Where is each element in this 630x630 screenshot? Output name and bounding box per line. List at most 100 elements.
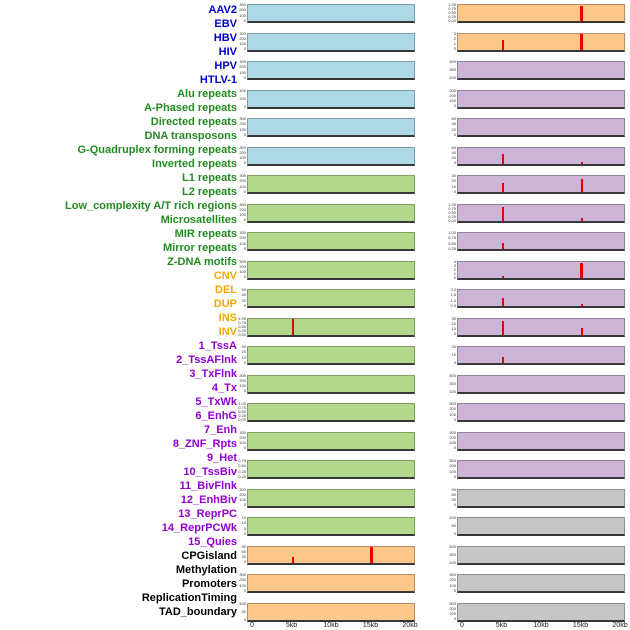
signal-spike (580, 262, 583, 278)
track-panel-tad-boundary (457, 602, 625, 622)
y-tick-label: 0 (243, 103, 246, 109)
y-tick-label: 300 (239, 59, 246, 64)
track-panel-15-quies (457, 460, 625, 479)
y-tick-label: 60 (451, 491, 456, 497)
track-panel-dup (247, 602, 415, 622)
y-axis-ticks-promoters: 500 300 100 (445, 544, 456, 565)
y-tick-label: 0.25 (448, 213, 456, 219)
y-tick-label: 0.50 (238, 463, 246, 469)
track-panel-inv (457, 32, 625, 52)
y-tick-label: 300 (449, 458, 456, 463)
y-tick-label: 300 (239, 144, 246, 150)
y-tick-label: 20 (451, 344, 456, 349)
y-tick-label: 60 (451, 144, 456, 150)
row-label-replicationtiming: ReplicationTiming (141, 592, 237, 604)
track-panel-8-znf-rpts (457, 260, 625, 280)
y-tick-label: 0 (243, 74, 246, 80)
y-axis-ticks-2-tssaflnk: 300 200 100 0 (445, 88, 456, 109)
y-tick-label: 1.00 (448, 2, 456, 7)
y-tick-label: 0.75 (238, 319, 246, 325)
signal-spike (580, 179, 583, 192)
y-tick-label: 100 (239, 600, 246, 606)
y-tick-label: 0 (453, 360, 456, 365)
track-panel-l2-repeats (247, 374, 415, 394)
y-tick-label: 100 (239, 383, 246, 389)
row-label-del: DEL (215, 284, 237, 296)
y-tick-label: 1.00 (448, 201, 456, 207)
y-tick-label: 1 (453, 270, 456, 276)
y-axis-ticks-microsatellites: 300 200 100 0 (235, 430, 246, 451)
track-panel-microsatellites (247, 431, 415, 451)
x-tick-label: 10kb (323, 622, 339, 629)
y-tick-label: 2 (453, 266, 456, 272)
y-tick-label: 100 (239, 126, 246, 132)
x-tick-label: 15kb (362, 622, 379, 629)
y-tick-label: 0.5 (450, 302, 456, 308)
signal-spike (501, 153, 504, 164)
row-label-low-complexity-a-t-rich-regions: Low_complexity A/T rich regions (65, 200, 237, 212)
track-panel-alu-repeats (247, 175, 415, 194)
y-tick-label: 10 (451, 352, 456, 357)
y-axis-ticks-7-enh: 1.00 0.75 0.50 0.25 (445, 231, 456, 251)
y-axis-ticks-10-tssbiv: 30 20 10 0 (445, 316, 456, 337)
signal-spike (580, 327, 583, 335)
track-panel-mir-repeats (247, 460, 415, 479)
y-tick-label: 0 (453, 131, 456, 137)
y-tick-label: 200 (239, 95, 246, 101)
signal-spike (291, 318, 294, 335)
y-tick-label: 30 (241, 554, 246, 560)
y-tick-label: 100 (239, 41, 246, 47)
track-panel-12-enhbiv (457, 374, 625, 394)
y-tick-label: 50 (451, 523, 456, 528)
y-tick-label: 0.00 (448, 18, 456, 23)
y-tick-label: 0 (453, 331, 456, 337)
y-tick-label: 100 (449, 411, 456, 417)
y-tick-label: 0.50 (448, 10, 456, 15)
track-panel-z-dna-motifs (247, 517, 415, 536)
track-panel-g-quadruplex-forming-repeats (247, 289, 415, 308)
row-label-inv: INV (218, 326, 237, 338)
y-tick-label: 20 (241, 297, 246, 303)
row-label-13-reprpc: 13_ReprPC (178, 508, 237, 520)
y-tick-label: 100 (449, 611, 456, 617)
y-tick-label: 300 (239, 486, 246, 492)
row-label-z-dna-motifs: Z-DNA motifs (167, 256, 237, 268)
row-label-2-tssaflnk: 2_TssAFlnk (176, 354, 237, 366)
y-tick-label: 300 (449, 551, 456, 557)
y-tick-label: 0 (243, 388, 246, 394)
signal-spike (580, 304, 583, 306)
y-tick-label: 100 (449, 582, 456, 588)
y-tick-label: 0 (243, 160, 246, 166)
y-tick-label: 0 (453, 473, 456, 479)
y-axis-ticks-g-quadruplex-forming-repeats: 60 40 20 0 (235, 288, 246, 308)
y-tick-label: 60 (241, 548, 246, 554)
x-tick-label: 15kb (572, 622, 589, 629)
track-panel-hiv (247, 89, 415, 109)
row-label-dna-transposons: DNA transposons (144, 130, 238, 142)
y-tick-label: 0 (243, 559, 246, 565)
row-label-l2-repeats: L2 repeats (181, 186, 237, 198)
track-panel-aav2 (247, 4, 415, 23)
signal-spike (580, 33, 583, 50)
y-tick-label: 3 (453, 262, 456, 268)
y-tick-label: 0 (453, 445, 456, 451)
row-label-promoters: Promoters (181, 578, 237, 590)
row-label-inverted-repeats: Inverted repeats (152, 158, 237, 170)
y-tick-label: 40 (451, 149, 456, 155)
y-axis-ticks-4-tx: 60 40 20 0 (445, 144, 456, 166)
y-axis-ticks-12-enhbiv: 500 300 100 (445, 373, 456, 394)
track-panel-a-phased-repeats (247, 203, 415, 223)
y-tick-label: 0 (243, 302, 246, 308)
y-tick-label: 0 (243, 17, 246, 23)
y-tick-label: 0 (453, 416, 456, 422)
y-tick-label: 200 (449, 92, 456, 98)
y-tick-label: 60 (241, 287, 246, 292)
row-label-7-enh: 7_Enh (203, 424, 237, 436)
y-tick-label: 0.75 (238, 458, 246, 463)
track-panel-13-reprpc (457, 403, 625, 422)
y-tick-label: 40 (451, 121, 456, 127)
y-tick-label: 10 (451, 326, 456, 332)
y-axis-ticks-cpgisland: 90 60 30 0 (445, 487, 456, 508)
signal-spike (501, 243, 504, 249)
